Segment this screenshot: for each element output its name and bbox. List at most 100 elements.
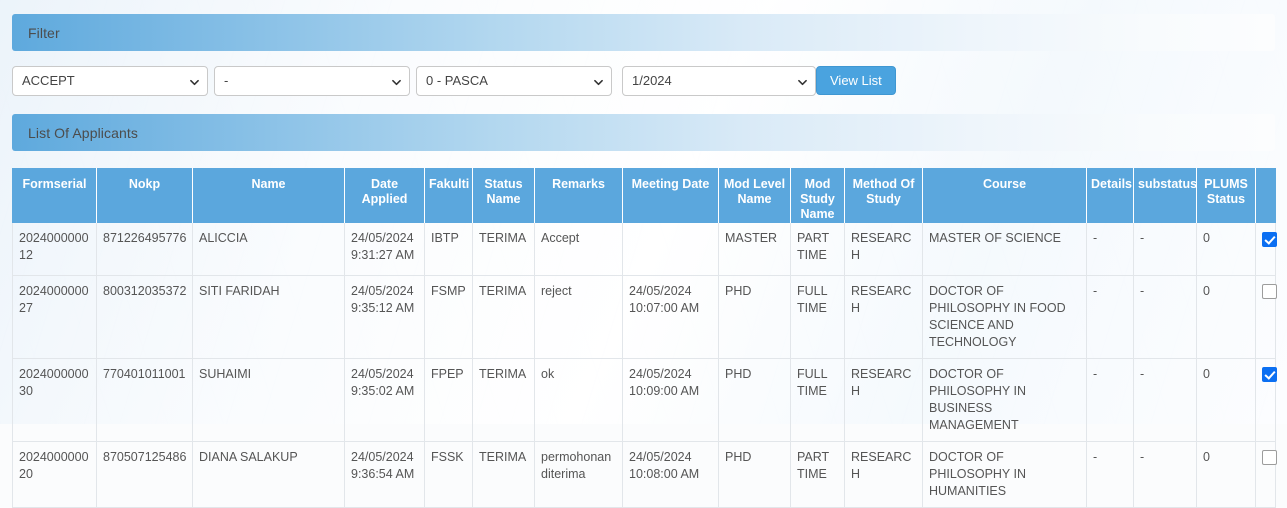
row-select-cell[interactable] bbox=[1255, 358, 1277, 442]
cell-mod-study-name: FULL TIME bbox=[790, 358, 845, 442]
intake-period-value: 1/2024 bbox=[632, 73, 672, 88]
cell-mod-study-name: FULL TIME bbox=[790, 275, 845, 359]
column-header-select[interactable] bbox=[1255, 168, 1276, 223]
application-status-select[interactable]: ACCEPT bbox=[12, 66, 208, 96]
row-select-checkbox[interactable] bbox=[1262, 367, 1277, 383]
secondary-filter-value: - bbox=[224, 73, 229, 88]
application-status-value: ACCEPT bbox=[22, 73, 75, 88]
column-header-remarks[interactable]: Remarks bbox=[534, 168, 623, 223]
study-level-value: 0 - PASCA bbox=[426, 73, 488, 88]
cell-status-name: TERIMA bbox=[472, 223, 535, 276]
column-header-mod-level-name[interactable]: Mod Level Name bbox=[718, 168, 791, 223]
cell-date-applied: 24/05/2024 9:35:12 AM bbox=[344, 275, 425, 359]
column-header-formserial[interactable]: Formserial bbox=[12, 168, 97, 223]
chevron-down-icon bbox=[392, 78, 401, 87]
cell-details: - bbox=[1086, 275, 1134, 359]
table-row[interactable]: 202400000027 800312035372 SITI FARIDAH 24/0… bbox=[12, 275, 1277, 359]
chevron-down-icon bbox=[798, 78, 807, 87]
cell-details: - bbox=[1086, 441, 1134, 508]
column-header-nokp[interactable]: Nokp bbox=[96, 168, 193, 223]
cell-fakulti: FSSK bbox=[424, 441, 473, 508]
column-header-details[interactable]: Details bbox=[1086, 168, 1134, 223]
table-row[interactable]: 202400000020 870507125486 DIANA SALAKUP 24/… bbox=[12, 441, 1277, 508]
intake-period-select[interactable]: 1/2024 bbox=[622, 66, 816, 96]
cell-course: DOCTOR OF PHILOSOPHY IN HUMANITIES bbox=[922, 441, 1087, 508]
cell-method-of-study: RESEARCH bbox=[844, 223, 923, 276]
filter-panel-title: Filter bbox=[28, 25, 60, 41]
table-row[interactable]: 202400000012 871226495776 ALICCIA 24/05/202… bbox=[12, 223, 1277, 276]
cell-nokp: 770401011001 bbox=[96, 358, 193, 442]
secondary-filter-select[interactable]: - bbox=[214, 66, 410, 96]
cell-fakulti: IBTP bbox=[424, 223, 473, 276]
cell-formserial: 202400000027 bbox=[12, 275, 97, 359]
cell-details: - bbox=[1086, 358, 1134, 442]
cell-mod-level-name: PHD bbox=[718, 441, 791, 508]
study-level-select[interactable]: 0 - PASCA bbox=[416, 66, 612, 96]
cell-fakulti: FSMP bbox=[424, 275, 473, 359]
cell-status-name: TERIMA bbox=[472, 275, 535, 359]
cell-details: - bbox=[1086, 223, 1134, 276]
cell-date-applied: 24/05/2024 9:36:54 AM bbox=[344, 441, 425, 508]
view-list-button[interactable]: View List bbox=[816, 66, 896, 95]
row-select-cell[interactable] bbox=[1255, 223, 1277, 276]
cell-meeting-date bbox=[622, 223, 719, 276]
cell-formserial: 202400000012 bbox=[12, 223, 97, 276]
cell-formserial: 202400000030 bbox=[12, 358, 97, 442]
chevron-down-icon bbox=[594, 78, 603, 87]
table-header-row: Formserial Nokp Name Date Applied Fakult… bbox=[12, 168, 1276, 223]
list-panel-title: List Of Applicants bbox=[28, 125, 138, 141]
column-header-plums-status[interactable]: PLUMS Status bbox=[1196, 168, 1256, 223]
column-header-course[interactable]: Course bbox=[922, 168, 1087, 223]
cell-mod-level-name: PHD bbox=[718, 275, 791, 359]
cell-nokp: 871226495776 bbox=[96, 223, 193, 276]
cell-status-name: TERIMA bbox=[472, 358, 535, 442]
cell-plums-status: 0 bbox=[1196, 358, 1256, 442]
cell-plums-status: 0 bbox=[1196, 275, 1256, 359]
applicants-table: Formserial Nokp Name Date Applied Fakult… bbox=[12, 168, 1277, 508]
cell-date-applied: 24/05/2024 9:31:27 AM bbox=[344, 223, 425, 276]
list-panel-header: List Of Applicants bbox=[12, 114, 1275, 151]
cell-method-of-study: RESEARCH bbox=[844, 441, 923, 508]
filter-panel-header: Filter bbox=[12, 14, 1275, 51]
cell-plums-status: 0 bbox=[1196, 441, 1256, 508]
cell-remarks: Accept bbox=[534, 223, 623, 276]
cell-substatus: - bbox=[1133, 223, 1197, 276]
cell-meeting-date: 24/05/2024 10:07:00 AM bbox=[622, 275, 719, 359]
cell-substatus: - bbox=[1133, 441, 1197, 508]
cell-meeting-date: 24/05/2024 10:08:00 AM bbox=[622, 441, 719, 508]
cell-date-applied: 24/05/2024 9:35:02 AM bbox=[344, 358, 425, 442]
cell-name: SUHAIMI bbox=[192, 358, 345, 442]
cell-nokp: 800312035372 bbox=[96, 275, 193, 359]
cell-method-of-study: RESEARCH bbox=[844, 275, 923, 359]
column-header-meeting-date[interactable]: Meeting Date bbox=[622, 168, 719, 223]
row-select-checkbox[interactable] bbox=[1262, 450, 1277, 466]
cell-mod-study-name: PART TIME bbox=[790, 223, 845, 276]
column-header-name[interactable]: Name bbox=[192, 168, 345, 223]
cell-remarks: permohonan diterima bbox=[534, 441, 623, 508]
cell-remarks: ok bbox=[534, 358, 623, 442]
cell-mod-level-name: MASTER bbox=[718, 223, 791, 276]
cell-name: DIANA SALAKUP bbox=[192, 441, 345, 508]
column-header-method-of-study[interactable]: Method Of Study bbox=[844, 168, 923, 223]
cell-name: ALICCIA bbox=[192, 223, 345, 276]
cell-name: SITI FARIDAH bbox=[192, 275, 345, 359]
cell-substatus: - bbox=[1133, 358, 1197, 442]
row-select-cell[interactable] bbox=[1255, 275, 1277, 359]
cell-fakulti: FPEP bbox=[424, 358, 473, 442]
cell-formserial: 202400000020 bbox=[12, 441, 97, 508]
cell-course: DOCTOR OF PHILOSOPHY IN FOOD SCIENCE AND… bbox=[922, 275, 1087, 359]
column-header-fakulti[interactable]: Fakulti bbox=[424, 168, 473, 223]
cell-meeting-date: 24/05/2024 10:09:00 AM bbox=[622, 358, 719, 442]
row-select-checkbox[interactable] bbox=[1262, 231, 1277, 247]
table-row[interactable]: 202400000030 770401011001 SUHAIMI 24/05/202… bbox=[12, 358, 1277, 442]
cell-method-of-study: RESEARCH bbox=[844, 358, 923, 442]
column-header-mod-study-name[interactable]: Mod Study Name bbox=[790, 168, 845, 223]
column-header-status-name[interactable]: Status Name bbox=[472, 168, 535, 223]
column-header-date-applied[interactable]: Date Applied bbox=[344, 168, 425, 223]
cell-substatus: - bbox=[1133, 275, 1197, 359]
column-header-substatus[interactable]: substatus bbox=[1133, 168, 1197, 223]
cell-course: DOCTOR OF PHILOSOPHY IN BUSINESS MANAGEM… bbox=[922, 358, 1087, 442]
row-select-checkbox[interactable] bbox=[1262, 284, 1277, 300]
row-select-cell[interactable] bbox=[1255, 441, 1277, 508]
cell-remarks: reject bbox=[534, 275, 623, 359]
